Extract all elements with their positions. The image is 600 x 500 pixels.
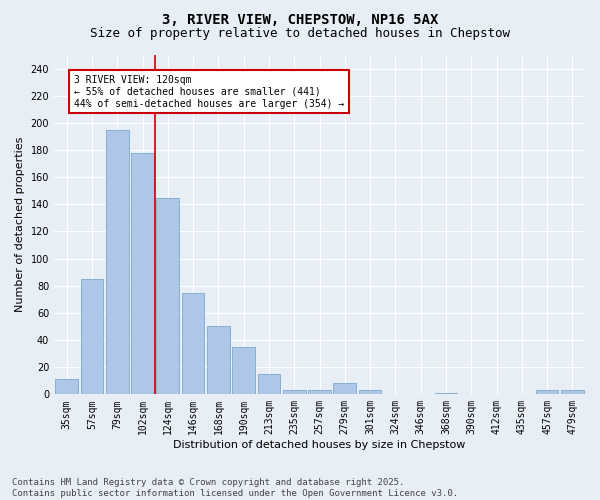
Bar xyxy=(106,130,128,394)
Text: 3 RIVER VIEW: 120sqm
← 55% of detached houses are smaller (441)
44% of semi-deta: 3 RIVER VIEW: 120sqm ← 55% of detached h… xyxy=(74,76,344,108)
Bar xyxy=(80,279,103,394)
Text: Contains HM Land Registry data © Crown copyright and database right 2025.
Contai: Contains HM Land Registry data © Crown c… xyxy=(12,478,458,498)
Bar xyxy=(131,152,154,394)
Bar xyxy=(334,384,356,394)
Bar xyxy=(283,390,305,394)
Bar xyxy=(182,292,205,394)
Bar xyxy=(359,390,382,394)
Bar xyxy=(232,347,255,395)
Text: Size of property relative to detached houses in Chepstow: Size of property relative to detached ho… xyxy=(90,28,510,40)
Text: 3, RIVER VIEW, CHEPSTOW, NP16 5AX: 3, RIVER VIEW, CHEPSTOW, NP16 5AX xyxy=(162,12,438,26)
Y-axis label: Number of detached properties: Number of detached properties xyxy=(15,137,25,312)
Bar xyxy=(157,198,179,394)
Bar xyxy=(561,390,584,394)
Bar xyxy=(55,380,78,394)
Bar xyxy=(434,393,457,394)
Bar xyxy=(207,326,230,394)
Bar xyxy=(308,390,331,394)
X-axis label: Distribution of detached houses by size in Chepstow: Distribution of detached houses by size … xyxy=(173,440,466,450)
Bar xyxy=(536,390,559,394)
Bar xyxy=(257,374,280,394)
